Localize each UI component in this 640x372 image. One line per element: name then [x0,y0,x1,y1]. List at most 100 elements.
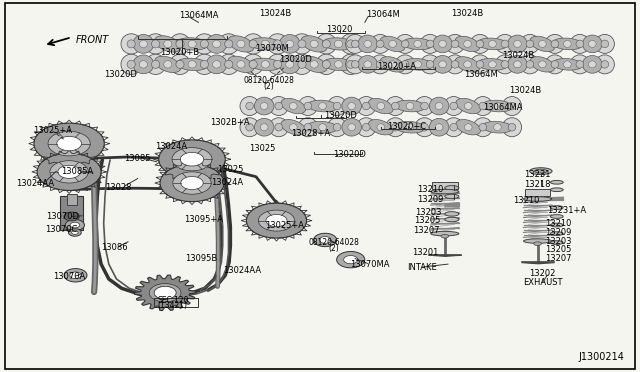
Ellipse shape [401,61,409,68]
Ellipse shape [389,41,396,47]
Text: 13210: 13210 [545,219,572,228]
Ellipse shape [582,55,602,73]
Text: FRONT: FRONT [76,35,109,45]
Text: 13020D: 13020D [333,150,366,159]
Ellipse shape [420,35,440,54]
Ellipse shape [346,35,365,54]
Ellipse shape [268,54,288,74]
Text: J1300214: J1300214 [579,352,625,362]
Ellipse shape [362,124,370,131]
Ellipse shape [243,34,264,54]
Ellipse shape [520,35,540,54]
Polygon shape [319,237,331,243]
Polygon shape [344,256,358,264]
Ellipse shape [218,34,239,54]
Ellipse shape [445,194,459,199]
Ellipse shape [470,55,490,74]
Ellipse shape [176,40,184,48]
Ellipse shape [335,40,342,48]
Ellipse shape [206,35,227,53]
Ellipse shape [530,36,555,52]
Ellipse shape [273,40,282,48]
Ellipse shape [380,36,405,52]
Ellipse shape [170,54,190,74]
Ellipse shape [508,102,516,110]
Ellipse shape [426,61,434,68]
Ellipse shape [570,35,589,54]
Ellipse shape [310,40,318,48]
Polygon shape [134,275,196,311]
Ellipse shape [225,60,233,68]
Ellipse shape [445,217,459,222]
Ellipse shape [426,40,434,48]
Polygon shape [154,286,176,299]
Text: 13028: 13028 [105,183,132,192]
Text: 13020D: 13020D [279,55,312,64]
Ellipse shape [429,97,449,115]
Text: 13025+A: 13025+A [266,221,304,230]
Text: 13231: 13231 [524,170,551,179]
Ellipse shape [386,118,405,137]
Text: (13421): (13421) [158,301,188,310]
Ellipse shape [489,41,496,47]
Ellipse shape [307,121,337,133]
Ellipse shape [328,118,347,137]
Ellipse shape [550,188,563,192]
Ellipse shape [369,98,393,114]
Ellipse shape [389,61,396,68]
Ellipse shape [280,35,300,53]
Text: 13209: 13209 [545,228,572,237]
Text: 13024A: 13024A [211,178,243,187]
Text: 13020+A: 13020+A [378,62,416,71]
Ellipse shape [433,35,452,53]
Ellipse shape [194,34,214,54]
Ellipse shape [473,118,492,137]
Ellipse shape [285,40,294,48]
Ellipse shape [281,98,306,114]
Ellipse shape [188,61,196,68]
Ellipse shape [589,41,596,47]
Ellipse shape [451,61,459,68]
Ellipse shape [145,54,166,74]
Ellipse shape [465,124,472,131]
Ellipse shape [530,57,555,72]
Ellipse shape [595,55,614,74]
Ellipse shape [396,35,415,54]
Text: 13209: 13209 [417,195,444,204]
Ellipse shape [456,119,481,135]
Ellipse shape [470,35,490,54]
Ellipse shape [333,124,341,131]
Ellipse shape [582,35,602,53]
Ellipse shape [200,40,209,48]
Ellipse shape [351,40,359,48]
Ellipse shape [524,239,552,243]
Text: 13024B: 13024B [259,9,291,17]
Ellipse shape [254,97,274,115]
Ellipse shape [249,40,257,48]
Ellipse shape [415,118,434,137]
Ellipse shape [333,102,341,110]
Ellipse shape [356,97,376,115]
Text: 13020+C: 13020+C [387,122,426,131]
Ellipse shape [550,232,563,235]
Ellipse shape [514,41,521,47]
Ellipse shape [127,40,135,48]
Text: EXHAUST: EXHAUST [523,278,563,287]
Ellipse shape [273,60,282,68]
Ellipse shape [445,186,459,190]
Text: 13207: 13207 [545,254,572,263]
Ellipse shape [595,35,614,54]
Ellipse shape [483,121,513,133]
Ellipse shape [322,40,330,48]
Circle shape [64,212,79,221]
Ellipse shape [552,58,582,70]
Ellipse shape [347,40,355,48]
Ellipse shape [380,57,405,72]
Ellipse shape [550,180,563,184]
Text: 13086: 13086 [100,243,127,252]
Ellipse shape [301,56,327,73]
Ellipse shape [550,206,563,209]
Ellipse shape [433,55,452,73]
Ellipse shape [240,118,259,137]
Polygon shape [70,222,80,228]
